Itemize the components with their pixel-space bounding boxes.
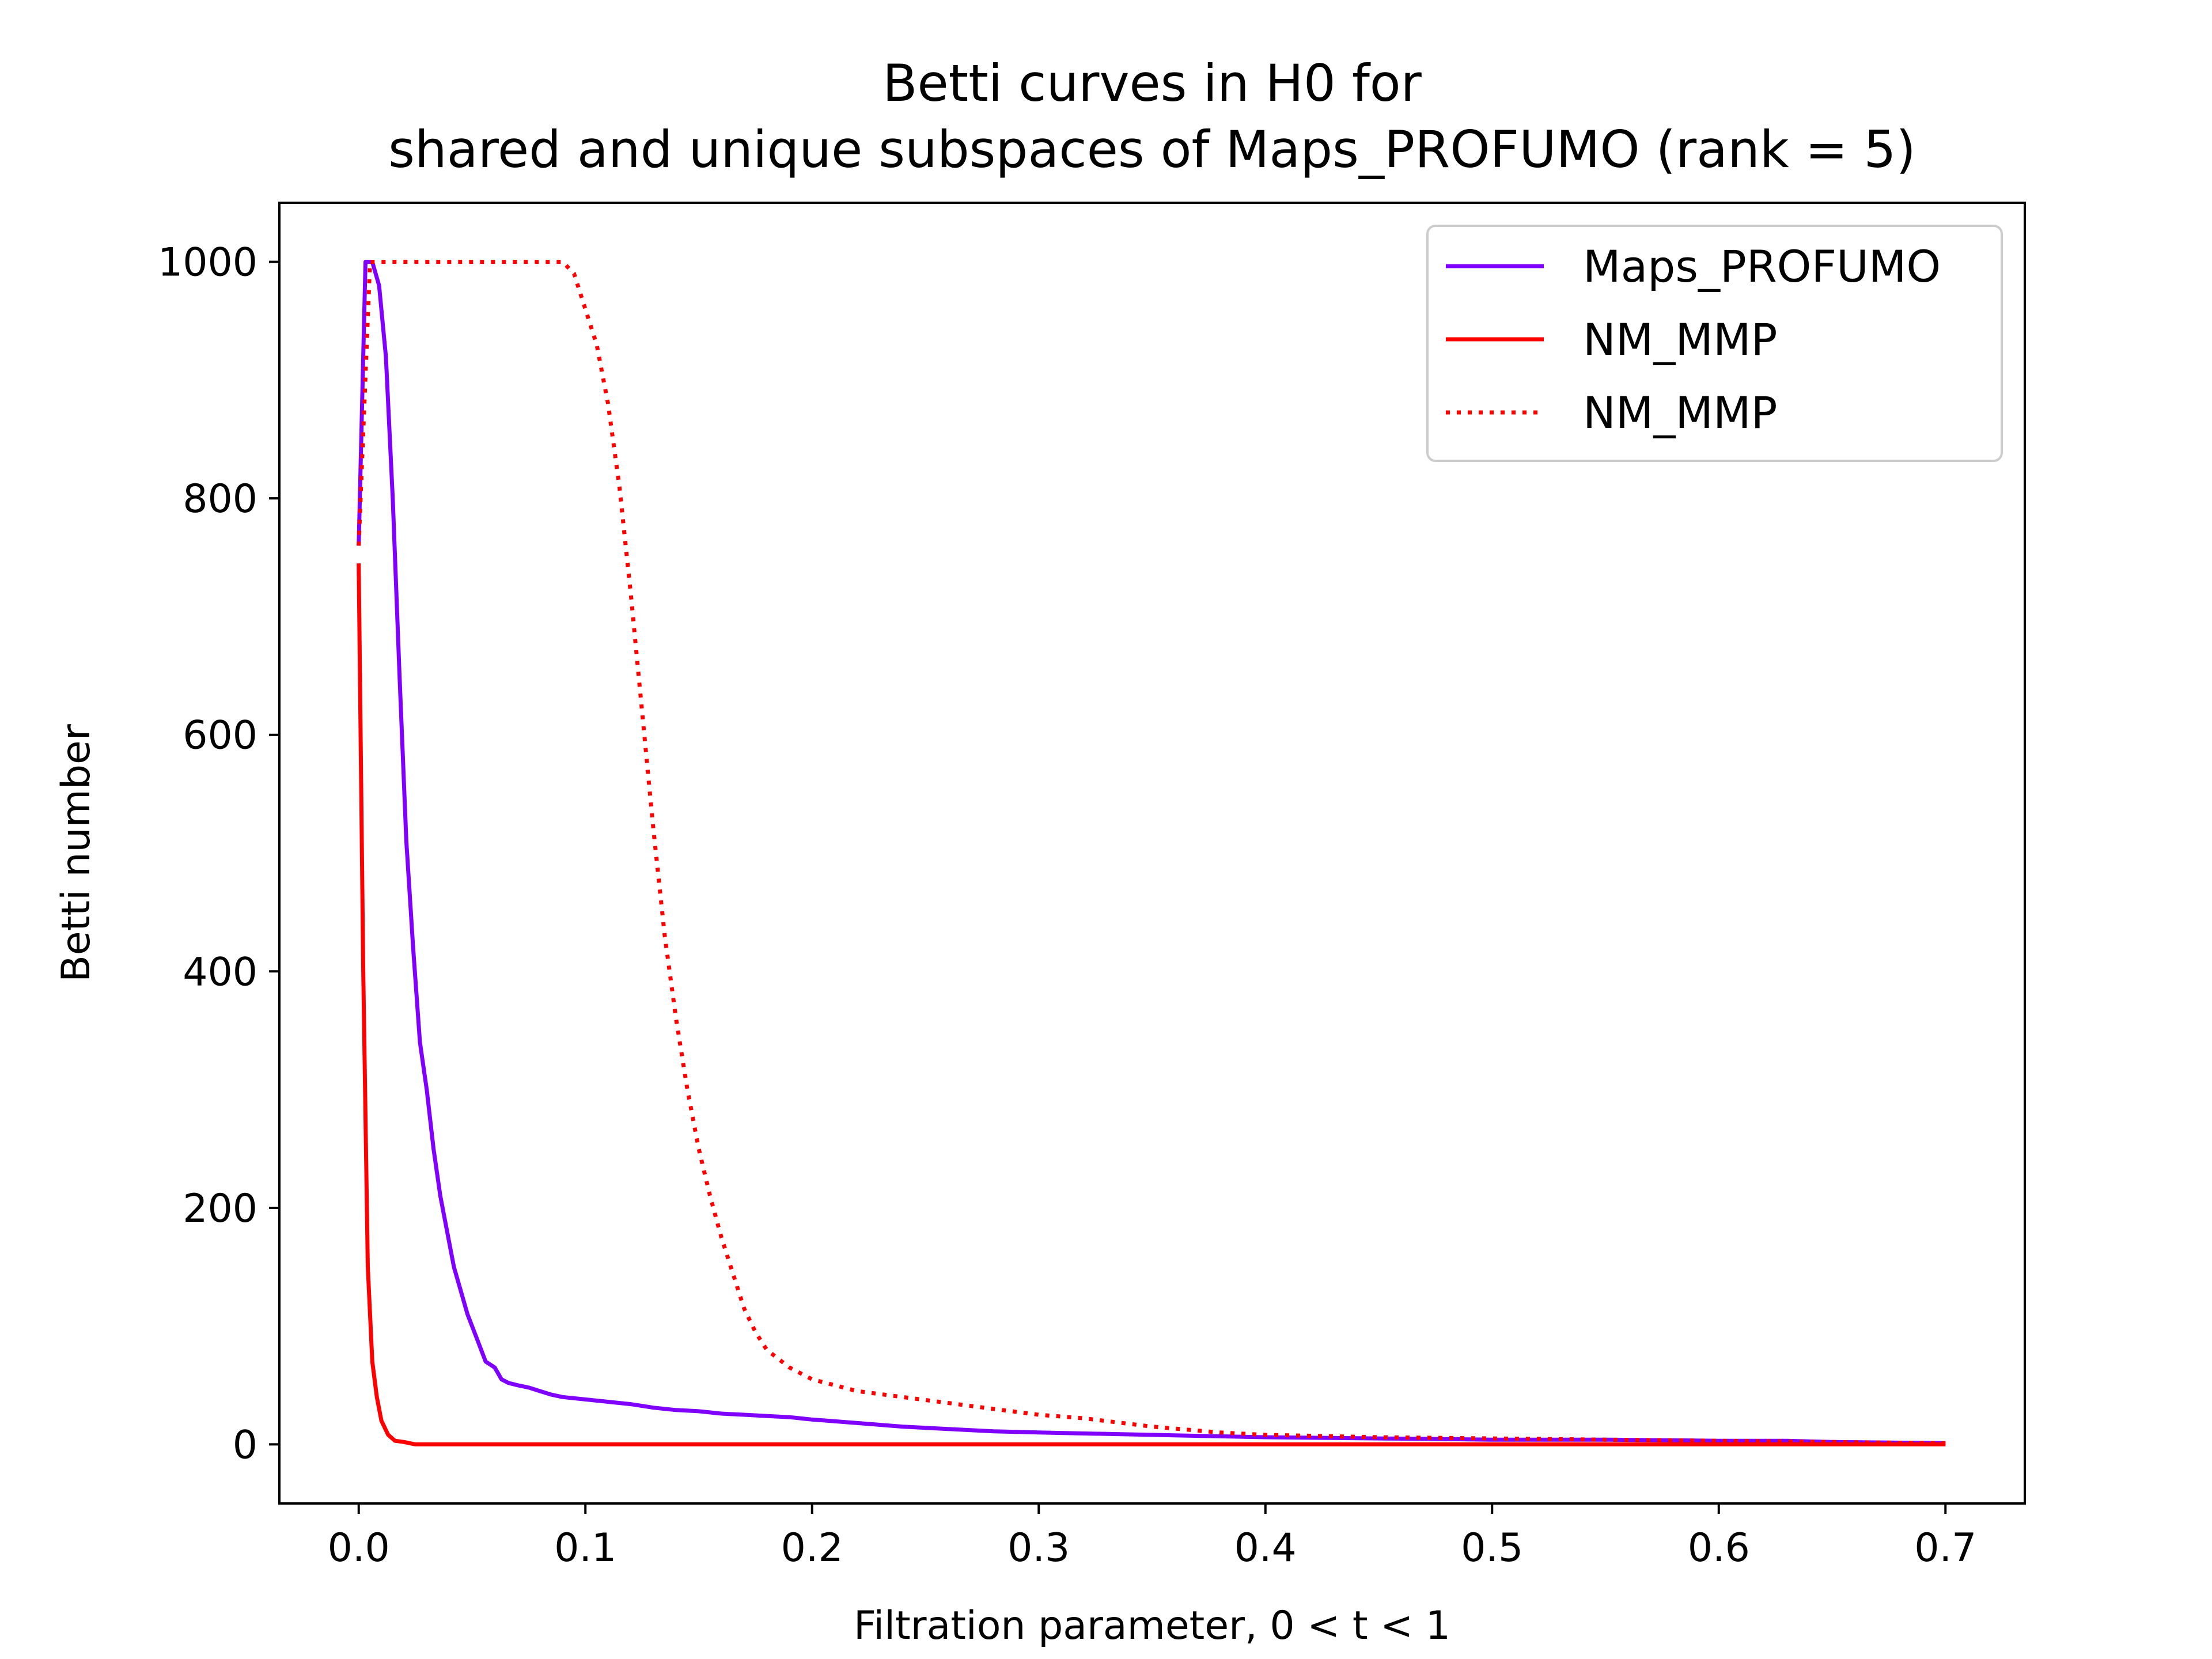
legend: Maps_PROFUMO NM_MMP NM_MMP [1426, 225, 2003, 462]
chart-title-line-1: Betti curves in H0 for [882, 54, 1422, 113]
x-tick-label: 0.5 [1461, 1525, 1523, 1571]
chart-title-line-2: shared and unique subspaces of Maps_PROF… [388, 120, 1916, 179]
y-axis-label: Betti number [54, 724, 99, 982]
y-tick-label: 1000 [158, 240, 257, 286]
x-tick-label: 0.3 [1007, 1525, 1070, 1571]
series-line-3 [357, 260, 1946, 1445]
y-tick-label: 200 [183, 1186, 257, 1232]
x-tick-label: 0.0 [328, 1525, 390, 1571]
plot-area [357, 260, 1946, 1446]
x-tick-label: 0.1 [554, 1525, 616, 1571]
series-line-1 [357, 260, 1946, 1445]
x-tick-label: 0.6 [1688, 1525, 1750, 1571]
x-tick-label: 0.4 [1234, 1525, 1297, 1571]
legend-label-2: NM_MMP [1583, 314, 1777, 365]
y-tick-label: 0 [233, 1422, 257, 1468]
x-tick-label: 0.2 [781, 1525, 843, 1571]
y-axis-ticks: 0 200 400 600 800 1000 [158, 240, 279, 1468]
y-tick-label: 400 [183, 949, 257, 995]
legend-label-1: Maps_PROFUMO [1583, 241, 1941, 292]
x-axis-ticks: 0.0 0.1 0.2 0.3 0.4 0.5 0.6 0.7 [328, 1503, 1976, 1571]
series-line-2 [357, 563, 1946, 1446]
y-tick-label: 600 [183, 713, 257, 759]
y-tick-label: 800 [183, 476, 257, 522]
legend-box [1426, 225, 2003, 462]
legend-label-3: NM_MMP [1583, 387, 1777, 438]
axes-frame [278, 202, 2026, 1505]
x-axis-label: Filtration parameter, 0 < t < 1 [854, 1603, 1450, 1649]
x-tick-label: 0.7 [1914, 1525, 1976, 1571]
